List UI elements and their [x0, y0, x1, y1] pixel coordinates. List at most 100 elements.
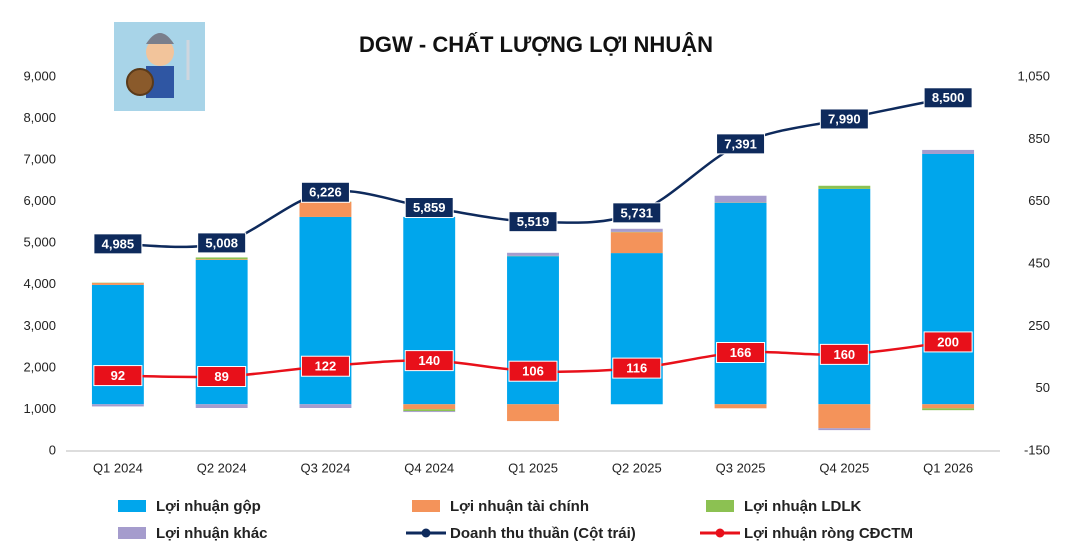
label-box	[819, 108, 869, 130]
legend-swatch	[412, 500, 440, 512]
data-label-text: 8,500	[932, 90, 965, 105]
bar-segment	[403, 411, 456, 413]
data-label: 106	[508, 360, 558, 382]
bar-segment	[299, 201, 352, 217]
label-box	[612, 202, 662, 224]
legend-marker	[715, 528, 725, 538]
label-box	[404, 350, 454, 372]
label-box	[716, 342, 766, 364]
bar-segment	[922, 404, 975, 409]
x-tick-label: Q4 2025	[819, 460, 869, 475]
data-label-text: 166	[730, 345, 752, 360]
bar-segment	[818, 188, 871, 405]
y-tick-label: 6,000	[23, 193, 56, 208]
bar-segment	[610, 228, 663, 232]
x-tick-label: Q3 2025	[716, 460, 766, 475]
legend-label: Lợi nhuận gộp	[156, 498, 261, 515]
x-tick-label: Q1 2025	[508, 460, 558, 475]
legend-marker	[421, 528, 431, 538]
x-tick-label: Q1 2024	[93, 460, 143, 475]
data-label-text: 116	[626, 361, 647, 376]
data-label: 116	[612, 357, 662, 379]
data-label-text: 5,519	[517, 214, 550, 229]
data-label-text: 89	[214, 369, 228, 384]
data-label-text: 5,731	[621, 205, 654, 220]
y2-tick-label: 650	[1028, 193, 1050, 208]
bar-segment	[922, 153, 975, 405]
data-label: 7,391	[716, 133, 766, 155]
y2-tick-label: 50	[1036, 380, 1050, 395]
y-tick-label: 2,000	[23, 359, 56, 374]
bar-segment	[610, 232, 663, 254]
bar-segment	[195, 257, 248, 260]
data-label: 140	[404, 350, 454, 372]
bar-segment	[818, 428, 871, 431]
y2-tick-label: 1,050	[1017, 68, 1050, 83]
data-label-text: 7,990	[828, 111, 861, 126]
bar-segment	[91, 404, 144, 407]
data-label: 7,990	[819, 108, 869, 130]
data-label-text: 5,008	[205, 235, 238, 250]
data-label-text: 122	[315, 359, 337, 374]
x-tick-label: Q2 2025	[612, 460, 662, 475]
legend-label: Lợi nhuận tài chính	[450, 498, 589, 515]
data-label: 4,985	[93, 233, 143, 255]
legend-swatch	[118, 527, 146, 539]
label-box	[508, 211, 558, 233]
label-box	[612, 357, 662, 379]
data-label: 166	[716, 342, 766, 364]
logo	[114, 22, 205, 111]
bar-segment	[507, 404, 559, 422]
y-tick-label: 9,000	[23, 68, 56, 83]
data-label-text: 106	[522, 364, 544, 379]
y2-tick-label: 250	[1028, 318, 1050, 333]
data-label-text: 200	[937, 334, 959, 349]
bar-segment	[714, 404, 767, 409]
bar-segment	[299, 404, 352, 408]
bar-segment	[610, 253, 663, 405]
bar-segment	[403, 404, 456, 410]
bar-segment	[714, 195, 767, 203]
bar-segment	[195, 404, 248, 408]
data-label: 5,519	[508, 211, 558, 233]
bar-segment	[922, 149, 975, 154]
data-label: 89	[197, 366, 247, 388]
data-label-text: 4,985	[102, 236, 135, 251]
data-label: 122	[300, 355, 350, 377]
data-label: 160	[819, 343, 869, 365]
y-tick-label: 8,000	[23, 110, 56, 125]
y-tick-label: 1,000	[23, 401, 56, 416]
data-label: 8,500	[923, 87, 973, 109]
legend-label: Lợi nhuận khác	[156, 525, 268, 542]
data-label: 5,859	[404, 197, 454, 219]
bar-segment	[507, 252, 559, 256]
y2-tick-label: 450	[1028, 255, 1050, 270]
y-tick-label: 5,000	[23, 235, 56, 250]
label-box	[716, 133, 766, 155]
legend-label: Lợi nhuận ròng CĐCTM	[744, 525, 913, 542]
data-label: 92	[93, 365, 143, 387]
bar-segment	[403, 409, 456, 412]
bar-segment	[195, 259, 248, 260]
label-box	[93, 365, 143, 387]
label-box	[923, 331, 973, 353]
bar-segment	[91, 284, 144, 405]
y2-tick-label: 850	[1028, 131, 1050, 146]
x-tick-label: Q1 2026	[923, 460, 973, 475]
data-label-text: 140	[418, 353, 440, 368]
bar-segment	[403, 216, 456, 405]
bar-segment	[714, 202, 767, 405]
label-box	[197, 232, 247, 254]
label-box	[93, 233, 143, 255]
label-box	[300, 181, 350, 203]
y-tick-label: 0	[49, 442, 56, 457]
data-label: 6,226	[300, 181, 350, 203]
label-box	[819, 343, 869, 365]
legend-label: Lợi nhuận LDLK	[744, 498, 861, 515]
label-box	[923, 87, 973, 109]
y-tick-label: 7,000	[23, 152, 56, 167]
bar-segment	[818, 185, 871, 189]
x-tick-label: Q4 2024	[404, 460, 454, 475]
bar-segment	[507, 256, 559, 405]
